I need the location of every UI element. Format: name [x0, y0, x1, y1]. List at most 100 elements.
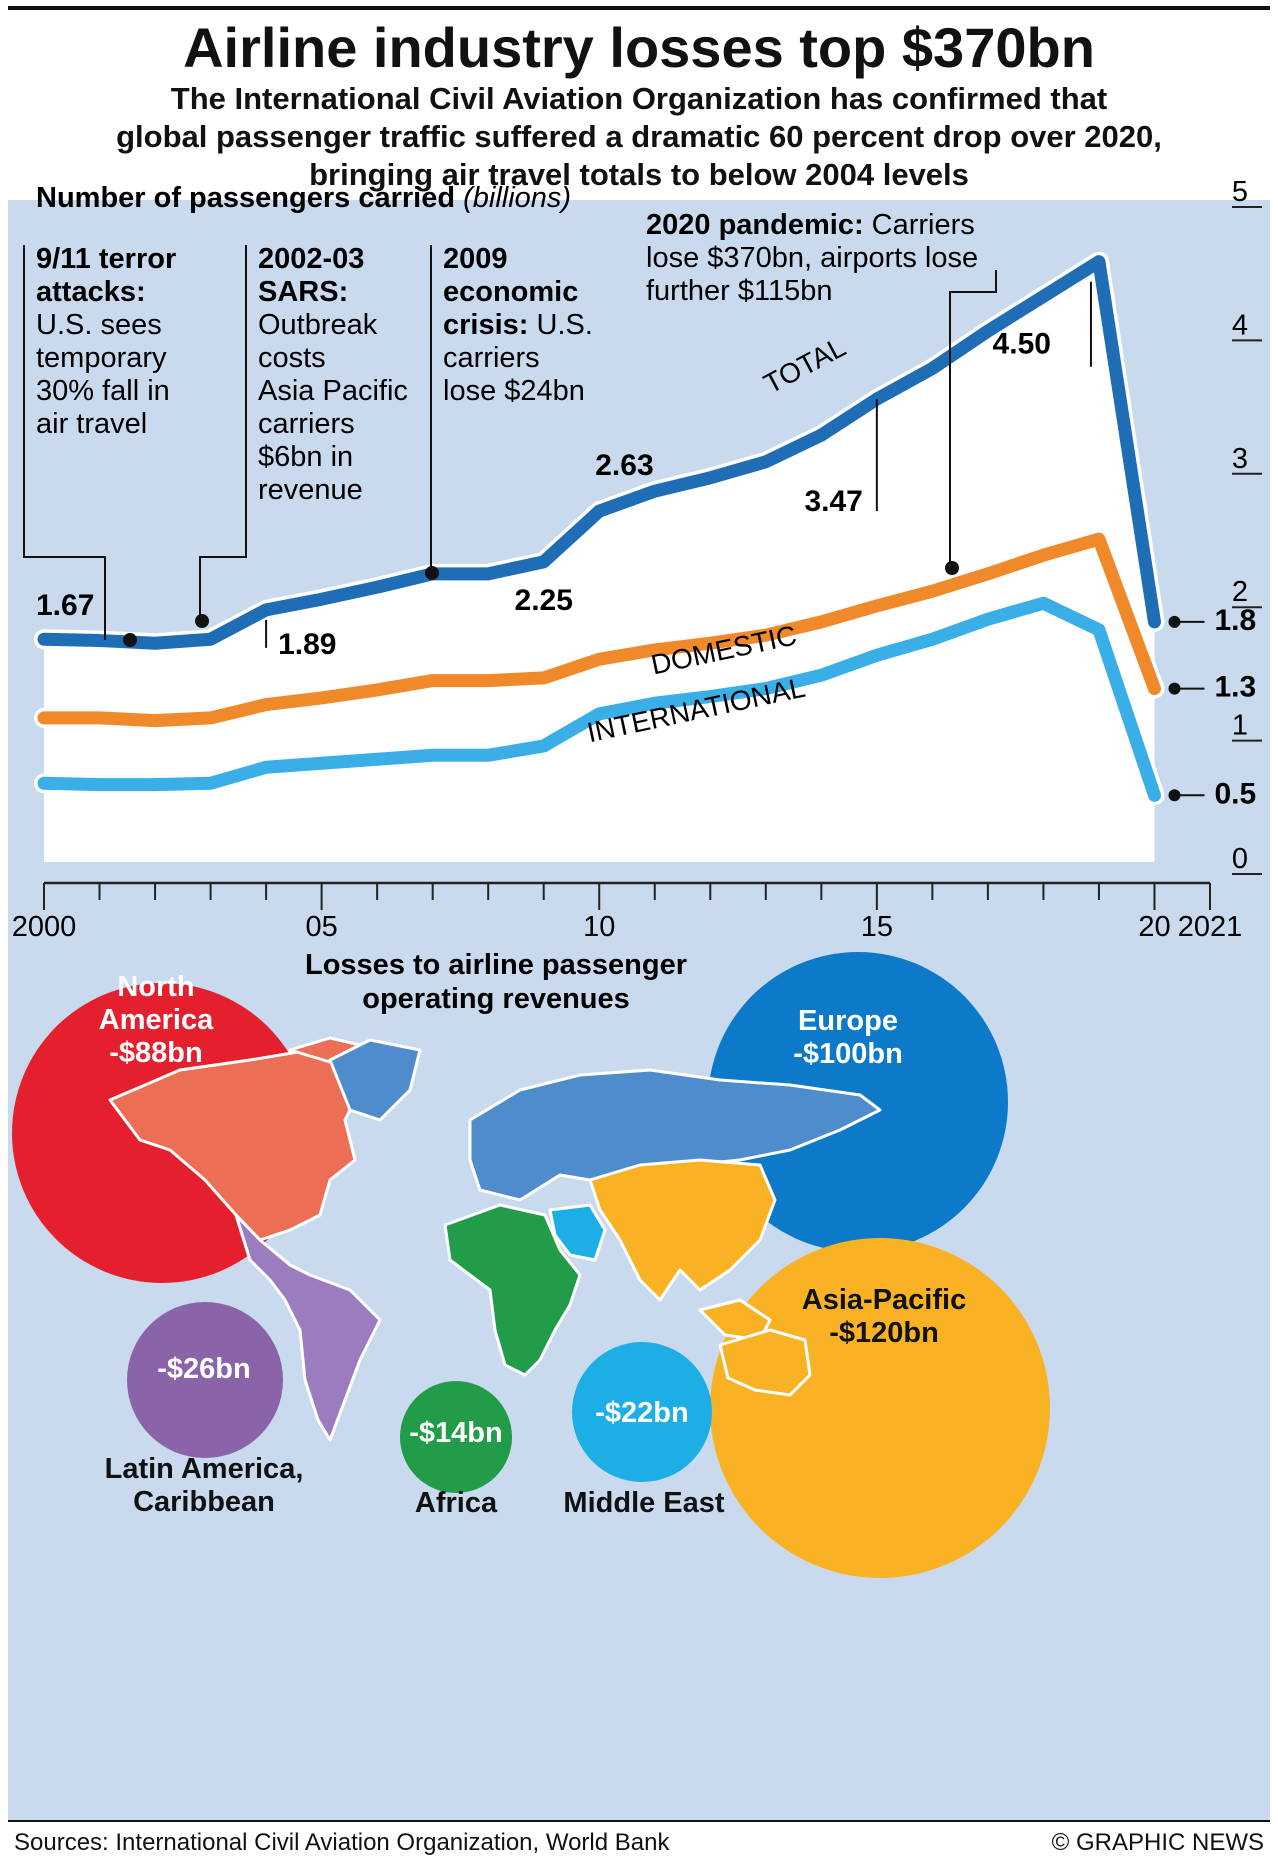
- annotation-plain-text: U.S. sees: [36, 309, 162, 341]
- value-label: 1.8: [1214, 604, 1256, 637]
- y-tick-label: 0: [1232, 843, 1248, 875]
- annotation-bold-text: 2002-03: [258, 243, 364, 275]
- annotation-text: 2009: [443, 243, 508, 275]
- top-rule: [8, 6, 1270, 10]
- y-tick-label: 2: [1232, 576, 1248, 608]
- annotation-dot: [195, 614, 209, 628]
- annotation-text: further $115bn: [646, 275, 833, 307]
- x-tick-label: 05: [305, 911, 337, 943]
- region-bubble: [127, 1302, 283, 1458]
- region-label: Latin America,: [105, 1453, 304, 1485]
- annotation-leader-line: [199, 245, 247, 620]
- annotation-text: lose $370bn, airports lose: [646, 242, 978, 274]
- annotation-plain-text: Asia Pacific: [258, 375, 408, 407]
- region-bubble: [710, 1238, 1050, 1578]
- continent-shape: [468, 1068, 882, 1202]
- subtitle-line: bringing air travel totals to below 2004…: [309, 157, 969, 192]
- annotation-dot: [425, 566, 439, 580]
- annotation-text: temporary: [36, 342, 167, 374]
- sources-text: Sources: International Civil Aviation Or…: [14, 1829, 670, 1856]
- map-title: Losses to airline passenger: [305, 949, 687, 981]
- value-label: 4.50: [993, 328, 1051, 361]
- y-tick-label: 5: [1232, 176, 1248, 208]
- annotation-text: Outbreak: [258, 309, 378, 341]
- region-label: Europe: [798, 1005, 898, 1037]
- region-bubble: [400, 1381, 512, 1493]
- x-tick-label: 20: [1138, 911, 1170, 943]
- subtitle-line: The International Civil Aviation Organiz…: [170, 81, 1108, 116]
- map-title: operating revenues: [362, 983, 630, 1015]
- region-label: -$14bn: [409, 1417, 502, 1449]
- series-line-total: [37, 255, 1161, 650]
- annotation-text: costs: [258, 342, 326, 374]
- annotation-plain-text: revenue: [258, 474, 363, 506]
- value-label: 3.47: [804, 485, 862, 518]
- region-label: -$26bn: [157, 1353, 250, 1385]
- y-tick-label: 1: [1232, 710, 1248, 742]
- annotation-bold-text: crisis:: [443, 309, 528, 341]
- annotation-leader-line: [949, 270, 997, 568]
- value-label: 2.63: [595, 449, 653, 482]
- region-label: Middle East: [563, 1487, 724, 1519]
- region-label: North: [117, 971, 194, 1003]
- x-tick-label: 2021: [1178, 911, 1243, 943]
- page-title: Airline industry losses top $370bn: [183, 16, 1095, 79]
- region-bubble: [572, 1342, 712, 1482]
- series-line-domestic: [37, 532, 1161, 728]
- region-label: -$22bn: [595, 1397, 688, 1429]
- annotation-text: attacks:: [36, 276, 146, 308]
- value-label: 1.89: [278, 628, 336, 661]
- annotation-text: revenue: [258, 474, 363, 506]
- continent-shape: [234, 1213, 382, 1442]
- footer: Sources: International Civil Aviation Or…: [0, 1825, 1278, 1861]
- annotation-text: economic: [443, 276, 578, 308]
- region-label: America: [99, 1004, 214, 1036]
- annotation-text: 2002-03: [258, 243, 364, 275]
- annotation-bold-text: 2009: [443, 243, 508, 275]
- line-chart: Number of passengers carried (billions) 0…: [12, 176, 1262, 943]
- annotation-bold-text: 2020 pandemic:: [646, 209, 864, 241]
- region-label: -$120bn: [829, 1317, 939, 1349]
- series-label-total: TOTAL: [759, 331, 851, 400]
- annotation-bold-text: attacks:: [36, 276, 146, 308]
- bottom-rule: [8, 1820, 1270, 1822]
- series-line-international: [37, 596, 1161, 802]
- value-label: 1.67: [36, 589, 94, 622]
- region-label: -$88bn: [109, 1037, 202, 1069]
- annotation-bold-text: SARS:: [258, 276, 348, 308]
- value-leader-dot: [1168, 789, 1181, 802]
- continent-shape: [108, 1048, 362, 1242]
- total-area-fill: [44, 261, 1155, 862]
- annotation-leader-line: [23, 245, 106, 640]
- chart-title-unit: (billions): [463, 182, 571, 214]
- annotation-plain-text: carriers: [258, 408, 355, 440]
- annotation-text: 9/11 terror: [36, 243, 176, 275]
- annotation-text: Asia Pacific: [258, 375, 408, 407]
- subtitle-line: global passenger traffic suffered a dram…: [116, 119, 1162, 154]
- annotation-text: air travel: [36, 408, 147, 440]
- copyright-text: © GRAPHIC NEWS: [1051, 1829, 1264, 1856]
- annotation-dot: [123, 633, 137, 647]
- x-tick-label: 2000: [12, 911, 77, 943]
- annotation-plain-text: lose $24bn: [443, 375, 585, 407]
- page-subtitle: The International Civil Aviation Organiz…: [30, 80, 1248, 194]
- annotation-plain-text: Carriers: [864, 209, 975, 241]
- x-tick-label: 15: [861, 911, 893, 943]
- annotation-text: U.S. sees: [36, 309, 162, 341]
- value-leader-dot: [1168, 682, 1181, 695]
- annotation-text: 2020 pandemic: Carriers: [646, 209, 975, 241]
- annotation-plain-text: temporary: [36, 342, 167, 374]
- region-label: Africa: [415, 1487, 498, 1519]
- annotation-text: lose $24bn: [443, 375, 585, 407]
- value-label: 2.25: [515, 584, 573, 617]
- chart-title: Number of passengers carried (billions): [36, 182, 571, 214]
- annotation-plain-text: air travel: [36, 408, 147, 440]
- region-label: Asia-Pacific: [802, 1284, 966, 1316]
- continent-shape: [718, 1328, 812, 1397]
- annotation-text: $6bn in: [258, 441, 353, 473]
- continent-shape: [443, 1203, 582, 1377]
- value-leader-dot: [1168, 615, 1181, 628]
- annotation-dot: [945, 561, 959, 575]
- annotation-bold-text: 9/11 terror: [36, 243, 176, 275]
